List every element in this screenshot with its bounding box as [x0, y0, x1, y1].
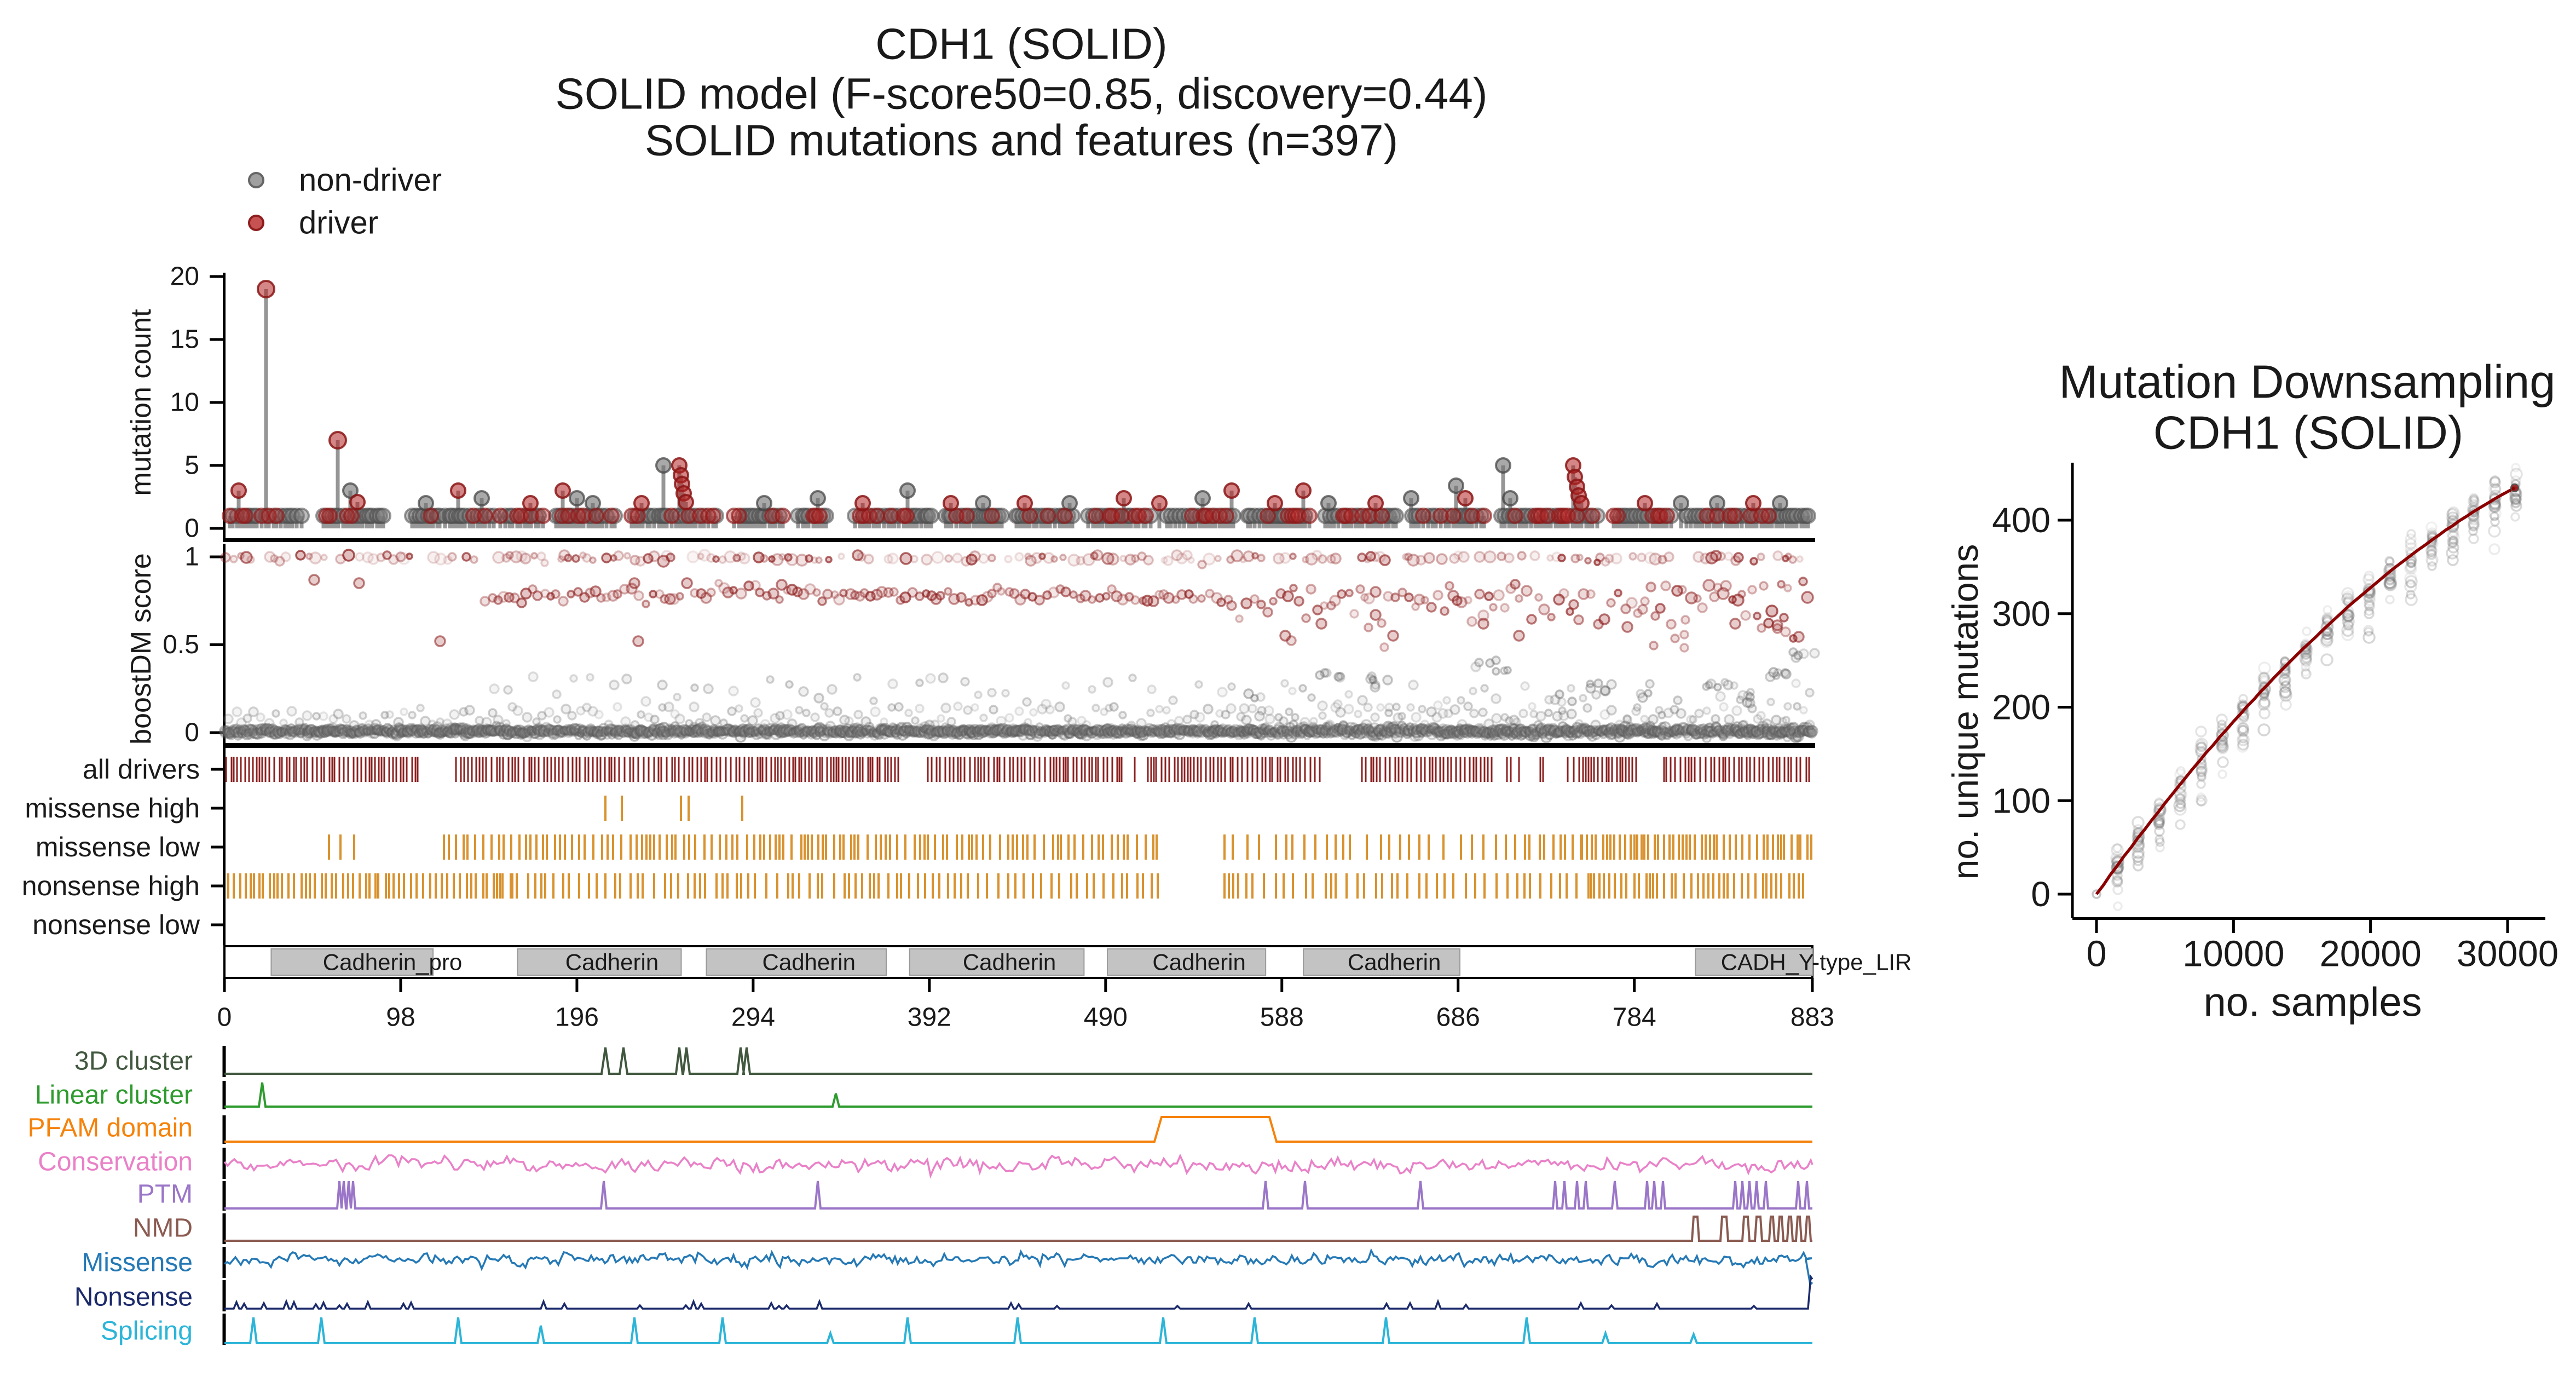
- svg-text:Linear cluster: Linear cluster: [35, 1081, 193, 1110]
- svg-text:0: 0: [2086, 934, 2106, 975]
- svg-text:20000: 20000: [2320, 934, 2422, 975]
- svg-text:0: 0: [184, 514, 199, 543]
- svg-text:400: 400: [1992, 500, 2051, 540]
- svg-text:196: 196: [555, 1003, 599, 1032]
- svg-text:883: 883: [1791, 1003, 1834, 1032]
- svg-text:Cadherin: Cadherin: [763, 949, 856, 975]
- svg-text:294: 294: [731, 1003, 775, 1032]
- svg-text:CDH1 (SOLID): CDH1 (SOLID): [2153, 407, 2464, 459]
- svg-text:784: 784: [1613, 1003, 1656, 1032]
- svg-text:1: 1: [184, 543, 199, 572]
- svg-text:490: 490: [1084, 1003, 1128, 1032]
- svg-text:mutation count: mutation count: [125, 309, 157, 496]
- svg-text:boostDM score: boostDM score: [125, 553, 157, 745]
- svg-text:3D cluster: 3D cluster: [74, 1047, 193, 1076]
- svg-text:686: 686: [1436, 1003, 1480, 1032]
- svg-text:non-driver: non-driver: [299, 163, 442, 198]
- svg-text:all drivers: all drivers: [83, 754, 200, 785]
- svg-text:Cadherin: Cadherin: [1152, 949, 1245, 975]
- svg-text:no. unique mutations: no. unique mutations: [1945, 544, 1985, 880]
- svg-text:Conservation: Conservation: [38, 1148, 193, 1177]
- svg-text:98: 98: [386, 1003, 415, 1032]
- svg-text:nonsense low: nonsense low: [32, 909, 200, 940]
- svg-text:no. samples: no. samples: [2204, 980, 2422, 1025]
- svg-text:10: 10: [170, 388, 199, 417]
- svg-text:driver: driver: [299, 205, 378, 241]
- svg-text:Mutation Downsampling: Mutation Downsampling: [2059, 356, 2555, 408]
- svg-text:15: 15: [170, 325, 199, 354]
- svg-text:missense high: missense high: [25, 793, 200, 824]
- svg-text:CADH_Y-type_LIR: CADH_Y-type_LIR: [1721, 949, 1912, 975]
- svg-text:10000: 10000: [2182, 934, 2284, 975]
- svg-text:0: 0: [184, 718, 199, 747]
- svg-text:0.5: 0.5: [163, 630, 199, 659]
- svg-text:392: 392: [908, 1003, 951, 1032]
- svg-text:PTM: PTM: [137, 1180, 193, 1209]
- svg-text:100: 100: [1992, 781, 2051, 820]
- svg-text:30000: 30000: [2457, 934, 2558, 975]
- svg-text:Cadherin_pro: Cadherin_pro: [323, 949, 463, 975]
- svg-text:nonsense high: nonsense high: [22, 871, 200, 901]
- svg-text:200: 200: [1992, 688, 2051, 727]
- svg-text:missense low: missense low: [36, 832, 200, 862]
- svg-text:588: 588: [1260, 1003, 1304, 1032]
- svg-text:20: 20: [170, 262, 199, 291]
- svg-text:SOLID model (F-score50=0.85, d: SOLID model (F-score50=0.85, discovery=0…: [555, 70, 1487, 118]
- svg-text:Missense: Missense: [82, 1248, 193, 1277]
- svg-text:SOLID mutations and features (: SOLID mutations and features (n=397): [645, 116, 1398, 165]
- svg-text:0: 0: [2031, 874, 2051, 914]
- svg-text:PFAM domain: PFAM domain: [28, 1114, 193, 1143]
- svg-text:CDH1 (SOLID): CDH1 (SOLID): [875, 20, 1167, 68]
- svg-text:Cadherin: Cadherin: [565, 949, 659, 975]
- svg-text:0: 0: [217, 1003, 232, 1032]
- svg-text:Splicing: Splicing: [101, 1317, 193, 1346]
- svg-text:Cadherin: Cadherin: [963, 949, 1056, 975]
- svg-text:NMD: NMD: [133, 1214, 193, 1243]
- svg-text:Nonsense: Nonsense: [74, 1283, 193, 1312]
- svg-text:5: 5: [184, 451, 199, 480]
- svg-text:Cadherin: Cadherin: [1348, 949, 1441, 975]
- svg-text:300: 300: [1992, 594, 2051, 634]
